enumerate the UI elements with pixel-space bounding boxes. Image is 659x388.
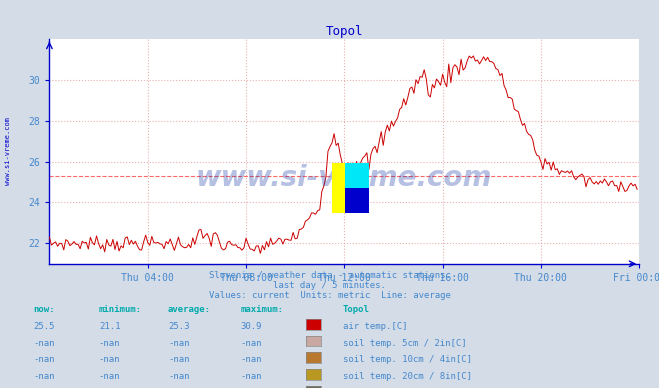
Text: -nan: -nan [168,372,190,381]
Text: soil temp. 10cm / 4in[C]: soil temp. 10cm / 4in[C] [343,355,472,364]
Text: minimum:: minimum: [99,305,142,314]
Text: www.si-vreme.com: www.si-vreme.com [5,117,11,185]
Text: -nan: -nan [99,355,121,364]
Text: Topol: Topol [343,305,370,314]
Text: 30.9: 30.9 [241,322,262,331]
Text: -nan: -nan [33,372,55,381]
Bar [345,163,369,199]
Text: average:: average: [168,305,211,314]
Text: now:: now: [33,305,55,314]
Text: 25.3: 25.3 [168,322,190,331]
Text: www.si-vreme.com: www.si-vreme.com [196,165,492,192]
Text: -nan: -nan [241,339,262,348]
Text: -nan: -nan [168,355,190,364]
Text: 21.1: 21.1 [99,322,121,331]
Text: Slovenia / weather data - automatic stations.: Slovenia / weather data - automatic stat… [208,270,451,279]
Text: air temp.[C]: air temp.[C] [343,322,407,331]
Title: Topol: Topol [326,24,363,38]
Text: soil temp. 20cm / 8in[C]: soil temp. 20cm / 8in[C] [343,372,472,381]
Text: -nan: -nan [241,372,262,381]
Text: -nan: -nan [241,355,262,364]
Text: soil temp. 5cm / 2in[C]: soil temp. 5cm / 2in[C] [343,339,467,348]
Text: Values: current  Units: metric  Line: average: Values: current Units: metric Line: aver… [208,291,451,300]
Text: -nan: -nan [99,372,121,381]
Text: maximum:: maximum: [241,305,283,314]
Text: -nan: -nan [33,355,55,364]
Text: 25.5: 25.5 [33,322,55,331]
Bar [332,163,353,213]
Text: -nan: -nan [99,339,121,348]
Text: last day / 5 minutes.: last day / 5 minutes. [273,281,386,290]
Text: -nan: -nan [168,339,190,348]
Bar [345,188,369,213]
Text: -nan: -nan [33,339,55,348]
